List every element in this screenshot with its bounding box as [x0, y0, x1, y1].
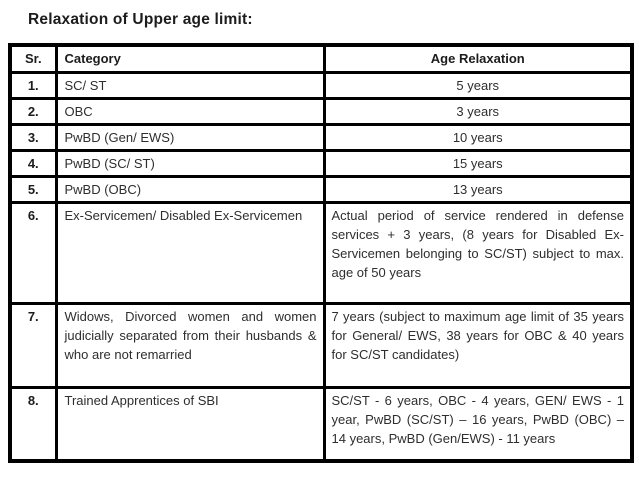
header-age-relaxation: Age Relaxation	[322, 43, 634, 74]
table-row: 3. PwBD (Gen/ EWS) 10 years	[8, 122, 634, 152]
header-sr: Sr.	[8, 43, 58, 74]
sr-cell: 8.	[8, 385, 58, 463]
sr-cell: 5.	[8, 174, 58, 204]
age-relaxation-cell: Actual period of service rendered in def…	[322, 200, 634, 305]
table-row: 2. OBC 3 years	[8, 96, 634, 126]
table-row: 6. Ex-Servicemen/ Disabled Ex-Servicemen…	[8, 200, 634, 305]
sr-cell: 3.	[8, 122, 58, 152]
age-relaxation-cell: 13 years	[322, 174, 634, 204]
sr-cell: 7.	[8, 301, 58, 389]
category-cell: PwBD (OBC)	[54, 174, 326, 204]
age-relaxation-cell: 7 years (subject to maximum age limit of…	[322, 301, 634, 389]
table-row: 7. Widows, Divorced women and women judi…	[8, 301, 634, 389]
age-relaxation-cell: 3 years	[322, 96, 634, 126]
sr-cell: 4.	[8, 148, 58, 178]
table-row: 8. Trained Apprentices of SBI SC/ST - 6 …	[8, 385, 634, 463]
category-cell: SC/ ST	[54, 70, 326, 100]
category-cell: OBC	[54, 96, 326, 126]
category-cell: Trained Apprentices of SBI	[54, 385, 326, 463]
sr-cell: 1.	[8, 70, 58, 100]
category-cell: PwBD (SC/ ST)	[54, 148, 326, 178]
age-relaxation-table: Sr. Category Age Relaxation 1. SC/ ST 5 …	[8, 43, 634, 463]
age-relaxation-cell: 5 years	[322, 70, 634, 100]
document-page: Relaxation of Upper age limit: Sr. Categ…	[8, 11, 634, 463]
category-cell: PwBD (Gen/ EWS)	[54, 122, 326, 152]
sr-cell: 6.	[8, 200, 58, 305]
table-row: 5. PwBD (OBC) 13 years	[8, 174, 634, 204]
table-row: 4. PwBD (SC/ ST) 15 years	[8, 148, 634, 178]
table-row: 1. SC/ ST 5 years	[8, 70, 634, 100]
page-title: Relaxation of Upper age limit:	[28, 11, 253, 28]
age-relaxation-cell: 10 years	[322, 122, 634, 152]
header-category: Category	[54, 43, 326, 74]
category-cell: Ex-Servicemen/ Disabled Ex-Servicemen	[54, 200, 326, 305]
sr-cell: 2.	[8, 96, 58, 126]
table-header-row: Sr. Category Age Relaxation	[8, 43, 634, 74]
age-relaxation-cell: SC/ST - 6 years, OBC - 4 years, GEN/ EWS…	[322, 385, 634, 463]
age-relaxation-cell: 15 years	[322, 148, 634, 178]
table-body: 1. SC/ ST 5 years 2. OBC 3 years 3. PwBD…	[8, 70, 634, 463]
category-cell: Widows, Divorced women and women judicia…	[54, 301, 326, 389]
